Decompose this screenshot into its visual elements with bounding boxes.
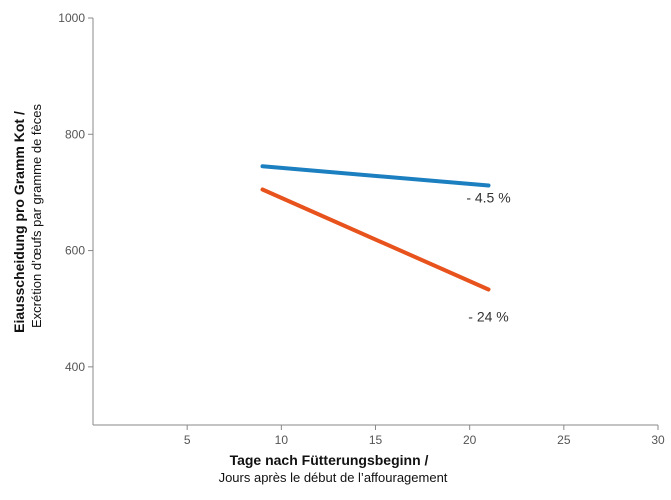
x-ticks: 5 10 15 20 25 30 xyxy=(184,425,665,447)
change-annotation: - 24 % xyxy=(468,309,508,325)
y-tick-label: 800 xyxy=(65,127,85,141)
x-tick-label: 15 xyxy=(369,433,383,447)
series-line-1 xyxy=(260,164,491,188)
x-tick-label: 5 xyxy=(184,433,191,447)
y-tick-label: 600 xyxy=(65,244,85,258)
x-axis-label-secondary: Jours après le début de l’affouragement xyxy=(219,470,448,485)
y-axis-label-secondary: Excrétion d’œufs par gramme de fèces xyxy=(29,104,44,328)
y-axis-label: Eiausscheidung pro Gramm Kot / xyxy=(11,111,27,333)
annotation-layer: - 4.5 % - 24 % xyxy=(466,189,510,324)
series-layer xyxy=(260,164,491,292)
x-tick-label: 20 xyxy=(463,433,477,447)
x-tick-label: 10 xyxy=(275,433,289,447)
y-ticks: 400 600 800 1000 xyxy=(58,11,93,374)
x-axis-label: Tage nach Fütterungsbeginn / xyxy=(230,452,429,468)
y-tick-label: 1000 xyxy=(58,11,85,25)
x-tick-label: 30 xyxy=(651,433,665,447)
series-line-2 xyxy=(260,187,491,292)
x-tick-label: 25 xyxy=(557,433,571,447)
y-tick-label: 400 xyxy=(65,360,85,374)
change-annotation: - 4.5 % xyxy=(466,189,510,205)
